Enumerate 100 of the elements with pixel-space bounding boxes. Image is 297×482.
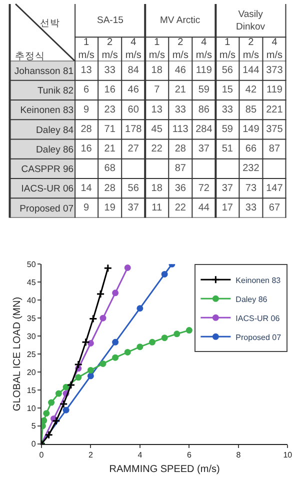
point bbox=[62, 406, 70, 414]
x-tick-label: 1 m/s bbox=[148, 36, 165, 61]
data-label: 36 bbox=[174, 182, 186, 194]
data-label: 22 bbox=[174, 202, 186, 214]
point bbox=[100, 360, 106, 367]
data-label: 21 bbox=[174, 84, 186, 96]
data-label: 73 bbox=[245, 182, 257, 194]
data-label: 33 bbox=[222, 104, 234, 116]
data-label: 59 bbox=[198, 84, 210, 96]
x-tick-label: 4 m/s bbox=[266, 36, 283, 61]
point bbox=[161, 334, 168, 342]
data-label: 17 bbox=[222, 202, 234, 214]
data-label: 33 bbox=[104, 65, 116, 76]
data-label: 42 bbox=[245, 84, 257, 96]
text: Vasily Dinkov bbox=[236, 9, 266, 32]
x-tick-label: 4 bbox=[138, 450, 143, 460]
x-tick-label: 2 m/s bbox=[242, 36, 260, 61]
y-tick-label: 15 bbox=[26, 386, 36, 395]
point bbox=[186, 327, 192, 334]
point bbox=[87, 366, 94, 374]
data-label: 51 bbox=[222, 144, 234, 155]
legend-label: IACS-UR 06 bbox=[236, 314, 280, 323]
x-tick-label: 4 m/s bbox=[196, 36, 212, 61]
data-label: 178 bbox=[125, 124, 142, 135]
x-tick-label: 1 m/s bbox=[219, 36, 236, 61]
y-tick-label: IACS-UR 06 bbox=[21, 184, 74, 195]
point bbox=[112, 354, 119, 361]
data-label: 87 bbox=[174, 163, 186, 174]
point bbox=[124, 348, 131, 356]
legend-label: Daley 86 bbox=[236, 294, 268, 304]
data-label: 67 bbox=[268, 202, 280, 214]
data-label: 15 bbox=[222, 84, 234, 96]
data-label: 68 bbox=[104, 163, 116, 174]
data-label: 27 bbox=[128, 144, 140, 155]
data-label: 71 bbox=[104, 124, 116, 135]
point bbox=[174, 330, 180, 338]
x-tick-label: 10 bbox=[283, 450, 293, 460]
data-label: 13 bbox=[151, 104, 163, 116]
data-label: 9 bbox=[84, 202, 90, 214]
data-label: 44 bbox=[198, 202, 210, 214]
y-tick-label: Keinonen 83 bbox=[20, 105, 74, 116]
x-tick-label: 6 bbox=[186, 450, 192, 460]
data-label: 85 bbox=[245, 104, 257, 116]
legend-label: Keinonen 83 bbox=[236, 276, 282, 285]
point bbox=[75, 374, 82, 381]
point bbox=[161, 270, 168, 278]
point bbox=[74, 360, 83, 369]
text: MV Arctic bbox=[160, 15, 200, 26]
x-tick-label: 2 m/s bbox=[172, 36, 188, 61]
text: 추정식 bbox=[15, 51, 45, 62]
data-label: 6 bbox=[84, 84, 90, 96]
data-label: 18 bbox=[151, 65, 163, 76]
data-label: 22 bbox=[151, 144, 163, 155]
y-tick-label: 35 bbox=[26, 314, 36, 323]
data-label: 23 bbox=[104, 104, 116, 116]
point bbox=[96, 290, 105, 298]
point bbox=[87, 372, 94, 380]
data-label: 16 bbox=[104, 84, 116, 96]
point bbox=[100, 314, 106, 322]
x-tick-label: 4 m/s bbox=[125, 36, 142, 61]
y-tick-label: 25 bbox=[26, 350, 36, 359]
point bbox=[48, 399, 55, 406]
x-tick-label: 2 bbox=[88, 450, 94, 460]
y-tick-label: Daley 86 bbox=[36, 144, 74, 156]
data-label: 232 bbox=[242, 163, 260, 174]
data-label: 221 bbox=[266, 104, 284, 116]
data-label: 72 bbox=[198, 182, 210, 194]
data-label: 7 bbox=[154, 84, 160, 96]
data-label: 46 bbox=[174, 65, 186, 76]
point bbox=[52, 416, 60, 426]
data-label: 60 bbox=[128, 104, 140, 116]
y-tick-label: 50 bbox=[26, 260, 36, 269]
point bbox=[112, 290, 119, 296]
y-tick-label: 45 bbox=[26, 278, 36, 287]
data-label: 284 bbox=[196, 124, 213, 135]
y-tick-label: Tunik 82 bbox=[37, 86, 74, 97]
y-axis-title: GLOBAL ICE LOAD (MN) bbox=[12, 296, 23, 412]
data-label: 28 bbox=[80, 124, 92, 135]
data-label: 86 bbox=[198, 104, 210, 116]
text: 선박 bbox=[40, 18, 60, 29]
data-label: 375 bbox=[266, 124, 284, 135]
text: SA-15 bbox=[97, 15, 124, 26]
x-tick-label: 1 m/s bbox=[78, 36, 94, 61]
y-tick-label: CASPPR 96 bbox=[21, 164, 74, 176]
data-label: 46 bbox=[128, 84, 140, 96]
point bbox=[124, 264, 131, 271]
y-tick-label: 5 bbox=[31, 422, 36, 431]
point bbox=[62, 384, 70, 390]
data-label: 33 bbox=[245, 202, 257, 214]
data-label: 16 bbox=[80, 144, 92, 155]
data-label: 119 bbox=[196, 65, 212, 76]
y-tick-label: Daley 84 bbox=[36, 124, 74, 136]
point bbox=[59, 400, 68, 408]
x-tick-label: 2 m/s bbox=[102, 36, 118, 61]
point bbox=[112, 338, 119, 346]
data-label: 28 bbox=[104, 182, 116, 194]
point bbox=[88, 314, 98, 324]
point bbox=[66, 380, 76, 390]
data-label: 14 bbox=[80, 182, 92, 194]
point bbox=[136, 305, 144, 312]
